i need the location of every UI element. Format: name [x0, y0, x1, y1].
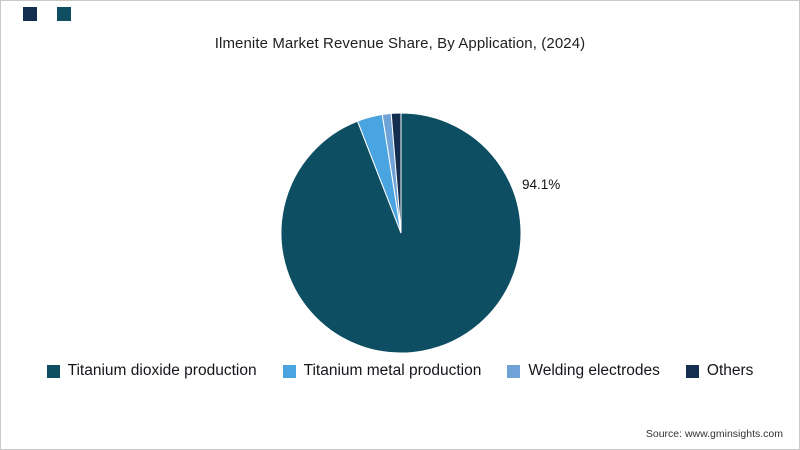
- legend-item-titanium-dioxide: Titanium dioxide production: [46, 362, 257, 380]
- legend-swatch-icon: [685, 364, 699, 378]
- pie-data-label: 94.1%: [522, 177, 561, 192]
- legend-swatch-icon: [507, 364, 521, 378]
- legend-label: Titanium dioxide production: [67, 362, 257, 379]
- legend-item-titanium-metal: Titanium metal production: [282, 362, 482, 380]
- legend-swatch-icon: [282, 364, 296, 378]
- legend-label: Others: [706, 362, 754, 379]
- pie-chart: [271, 103, 531, 363]
- chart-title: Ilmenite Market Revenue Share, By Applic…: [214, 35, 586, 52]
- pie-slice-3: [390, 112, 402, 234]
- pie-svg: [280, 112, 522, 354]
- legend-swatch-icon: [46, 364, 60, 378]
- decor-square-2: [57, 7, 71, 21]
- decor-square-1: [23, 7, 37, 21]
- legend-label: Titanium metal production: [303, 362, 482, 379]
- source-attribution: Source: www.gminsights.com: [645, 428, 783, 440]
- legend-label: Welding electrodes: [528, 362, 660, 379]
- chart-legend: Titanium dioxide production Titanium met…: [1, 362, 799, 380]
- pie-slice-0: [280, 112, 522, 354]
- legend-item-welding-electrodes: Welding electrodes: [507, 362, 660, 380]
- legend-item-others: Others: [685, 362, 754, 380]
